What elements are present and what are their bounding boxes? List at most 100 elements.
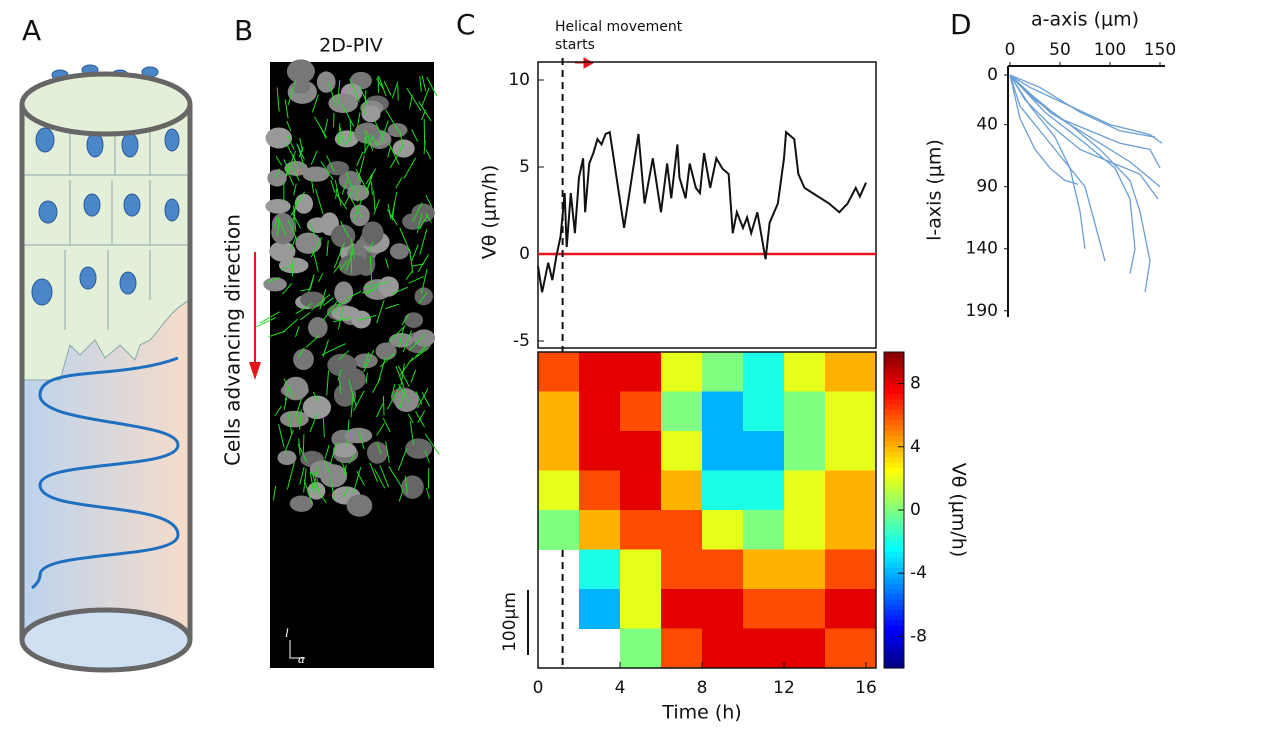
piv-vector — [284, 99, 289, 119]
piv-vector — [346, 419, 350, 447]
nucleus — [291, 79, 311, 94]
piv-vector — [345, 171, 353, 189]
piv-vector — [283, 397, 287, 410]
heat-cell — [825, 549, 877, 590]
piv-vector — [326, 370, 330, 396]
colorbar-tick-label: -8 — [910, 626, 927, 646]
x-tick-label: 16 — [855, 678, 877, 698]
piv-vector — [391, 81, 399, 99]
piv-vector — [312, 465, 319, 493]
piv-vector — [295, 326, 300, 337]
nucleus — [334, 130, 359, 148]
piv-vector — [399, 227, 412, 254]
piv-vector — [379, 465, 390, 488]
piv-vector — [312, 391, 319, 402]
piv-vector — [333, 302, 341, 314]
heat-cell — [743, 391, 785, 432]
y-tick-label: 0 — [519, 244, 530, 264]
piv-vector — [382, 417, 391, 432]
colorbar-step — [884, 557, 904, 564]
x-axis-label: a-axis (μm) — [1031, 9, 1139, 31]
x-tick-label: 4 — [615, 678, 626, 698]
piv-vector — [419, 229, 428, 255]
piv-vector — [284, 429, 294, 453]
nucleus — [349, 204, 370, 227]
piv-vector — [425, 212, 432, 223]
heat-cell — [784, 470, 826, 511]
colorbar-step — [884, 652, 904, 659]
piv-vector — [296, 143, 305, 160]
y-tick-label: 10 — [508, 70, 530, 90]
piv-vector — [341, 461, 348, 475]
heat-cell — [702, 628, 744, 669]
colorbar-step — [884, 525, 904, 532]
piv-vector — [338, 380, 342, 395]
piv-vector — [403, 157, 417, 179]
x-tick-label: 150 — [1144, 40, 1176, 60]
piv-vector — [310, 236, 323, 258]
piv-vector — [299, 466, 305, 485]
piv-vector — [385, 258, 389, 269]
x-tick-label: 0 — [1005, 40, 1016, 60]
nucleus — [394, 388, 419, 413]
colorbar-step — [884, 552, 904, 558]
series-line — [537, 130, 867, 293]
piv-vector — [358, 85, 369, 105]
colorbar-step — [884, 367, 904, 374]
piv-vector — [317, 273, 324, 283]
piv-vector — [324, 444, 330, 459]
track — [1009, 74, 1086, 249]
heat-cell — [784, 589, 826, 629]
piv-vector — [299, 137, 304, 152]
piv-vector — [385, 441, 390, 463]
colorbar-step — [884, 394, 904, 400]
piv-vector — [408, 334, 426, 352]
heat-cell — [620, 628, 662, 669]
piv-vector — [356, 470, 366, 486]
piv-vector — [345, 248, 355, 272]
y-tick-label: 5 — [519, 157, 530, 177]
nucleus — [267, 169, 287, 187]
heatmap — [538, 352, 877, 669]
heat-cell — [579, 391, 621, 432]
piv-vector — [320, 494, 327, 504]
heat-cell — [743, 352, 785, 392]
piv-vector — [407, 413, 414, 424]
piv-vector — [256, 317, 277, 328]
colorbar-step — [884, 383, 904, 390]
piv-vector — [309, 221, 316, 238]
nucleus — [277, 450, 297, 466]
piv-vector — [324, 118, 329, 132]
piv-vector — [309, 413, 318, 433]
piv-vector — [348, 379, 357, 407]
heat-cell — [743, 431, 785, 471]
piv-vector — [349, 78, 360, 103]
colorbar-step — [884, 615, 904, 622]
colorbar-step — [884, 473, 904, 479]
x-tick-label: 8 — [697, 678, 708, 698]
nucleus — [344, 427, 373, 444]
piv-vector — [395, 365, 405, 388]
piv-vector — [418, 214, 429, 230]
colorbar-step — [884, 541, 904, 548]
piv-vector — [330, 180, 336, 193]
heat-cell — [538, 391, 580, 432]
piv-vector — [369, 462, 379, 483]
colorbar-tick-label: 0 — [910, 500, 921, 520]
colorbar-step — [884, 425, 904, 432]
piv-vector — [416, 388, 429, 409]
nucleus — [328, 93, 359, 113]
track — [1009, 74, 1159, 200]
piv-vector — [410, 369, 417, 383]
colorbar-step — [884, 599, 904, 606]
piv-vector — [350, 247, 353, 275]
piv-vector — [426, 76, 438, 97]
piv-vector — [339, 126, 346, 146]
colorbar-step — [884, 415, 904, 422]
heat-cell — [784, 628, 826, 669]
colorbar-step — [884, 536, 904, 543]
piv-vector — [341, 180, 348, 195]
piv-vector — [343, 185, 355, 207]
panel-label: A — [22, 14, 41, 47]
